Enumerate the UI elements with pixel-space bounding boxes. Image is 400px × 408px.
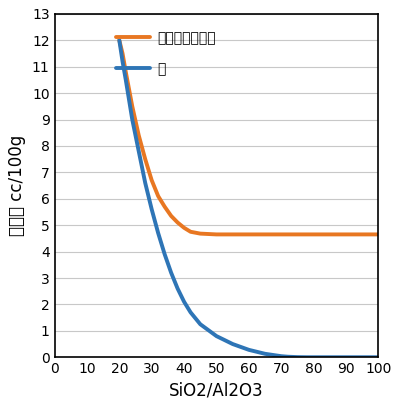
シクロヘキサン — [188, 229, 193, 234]
シクロヘキサン — [230, 232, 235, 237]
シクロヘキサン — [376, 232, 381, 237]
シクロヘキサン — [344, 232, 348, 237]
シクロヘキサン — [198, 231, 203, 236]
水 — [328, 355, 332, 360]
シクロヘキサン — [279, 232, 284, 237]
Line: 水: 水 — [119, 40, 378, 357]
水 — [117, 38, 122, 43]
水 — [198, 322, 203, 327]
水 — [246, 347, 251, 352]
シクロヘキサン — [169, 213, 174, 218]
水 — [175, 286, 180, 291]
シクロヘキサン — [295, 232, 300, 237]
水 — [344, 355, 348, 360]
水 — [130, 117, 135, 122]
水 — [295, 355, 300, 359]
シクロヘキサン — [311, 232, 316, 237]
シクロヘキサン — [263, 232, 268, 237]
シクロヘキサン — [328, 232, 332, 237]
水 — [136, 149, 141, 154]
シクロヘキサン — [117, 38, 122, 43]
X-axis label: SiO2/Al2O3: SiO2/Al2O3 — [169, 381, 264, 400]
シクロヘキサン — [246, 232, 251, 237]
シクロヘキサン — [175, 220, 180, 225]
水 — [156, 231, 160, 235]
シクロヘキサン — [143, 157, 148, 162]
水 — [230, 341, 235, 346]
シクロヘキサン — [182, 225, 186, 230]
シクロヘキサン — [120, 51, 125, 56]
水 — [305, 355, 310, 360]
シクロヘキサン — [156, 194, 160, 199]
水 — [360, 355, 365, 360]
シクロヘキサン — [136, 133, 141, 138]
水 — [169, 270, 174, 275]
水 — [123, 78, 128, 82]
シクロヘキサン — [130, 104, 135, 109]
水 — [143, 180, 148, 185]
シクロヘキサン — [360, 232, 365, 237]
水 — [263, 351, 268, 356]
Legend: シクロヘキサン, 水: シクロヘキサン, 水 — [116, 31, 216, 76]
水 — [311, 355, 316, 360]
シクロヘキサン — [162, 204, 167, 209]
シクロヘキサン — [214, 232, 219, 237]
水 — [182, 299, 186, 304]
Y-axis label: 吸着量 cc/100g: 吸着量 cc/100g — [8, 135, 26, 236]
水 — [285, 354, 290, 359]
水 — [188, 310, 193, 315]
水 — [214, 334, 219, 339]
水 — [120, 59, 125, 64]
水 — [376, 355, 381, 360]
シクロヘキサン — [123, 69, 128, 74]
水 — [149, 207, 154, 212]
Line: シクロヘキサン: シクロヘキサン — [119, 40, 378, 235]
水 — [279, 354, 284, 359]
水 — [162, 252, 167, 257]
シクロヘキサン — [149, 178, 154, 183]
